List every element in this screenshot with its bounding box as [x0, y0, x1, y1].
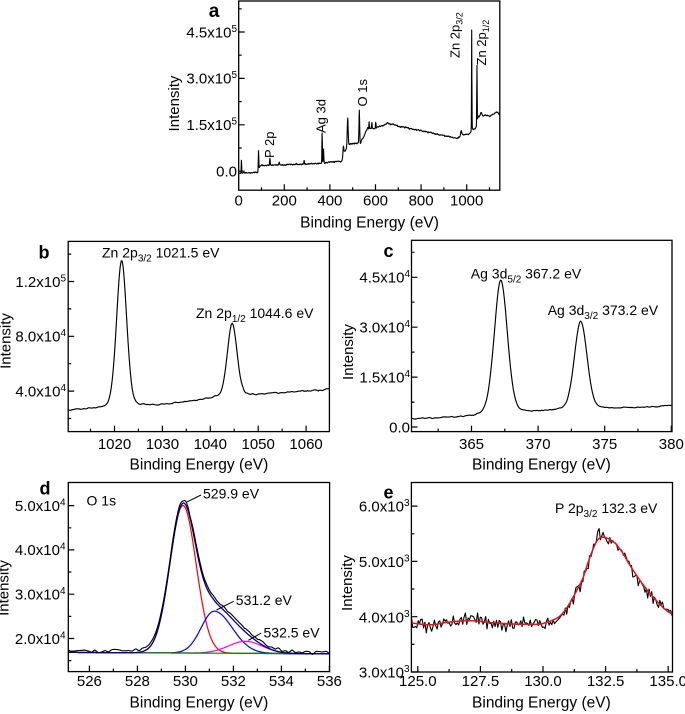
svg-text:1050: 1050 — [242, 436, 275, 453]
svg-text:1060: 1060 — [289, 436, 322, 453]
svg-text:1000: 1000 — [450, 192, 483, 209]
svg-text:e: e — [383, 482, 393, 502]
svg-text:4.0x103: 4.0x103 — [359, 609, 410, 627]
svg-text:6.0x103: 6.0x103 — [359, 498, 410, 516]
svg-text:d: d — [40, 478, 51, 498]
svg-text:Intensity: Intensity — [0, 313, 15, 369]
svg-text:130.0: 130.0 — [524, 673, 562, 690]
svg-text:5.0x103: 5.0x103 — [359, 554, 410, 572]
svg-text:4.0x104: 4.0x104 — [15, 542, 66, 560]
svg-text:800: 800 — [409, 192, 434, 209]
svg-text:532.5 eV: 532.5 eV — [264, 624, 321, 640]
svg-text:400: 400 — [317, 192, 342, 209]
svg-text:0: 0 — [235, 192, 243, 209]
svg-text:P 2p: P 2p — [262, 131, 277, 158]
svg-text:Binding Energy (eV): Binding Energy (eV) — [130, 456, 269, 473]
svg-text:536: 536 — [317, 673, 342, 690]
svg-text:530: 530 — [173, 673, 198, 690]
svg-text:O 1s: O 1s — [355, 79, 370, 107]
svg-text:Intensity: Intensity — [340, 324, 357, 380]
svg-text:370: 370 — [526, 436, 551, 453]
svg-text:3.0x104: 3.0x104 — [15, 586, 66, 604]
svg-text:4.5x104: 4.5x104 — [359, 269, 410, 287]
svg-text:0.0: 0.0 — [216, 164, 237, 181]
svg-text:0.0: 0.0 — [389, 419, 410, 436]
svg-text:531.2 eV: 531.2 eV — [236, 592, 293, 608]
svg-text:4.0x104: 4.0x104 — [15, 383, 66, 401]
svg-text:127.5: 127.5 — [462, 673, 500, 690]
svg-text:1040: 1040 — [194, 436, 227, 453]
svg-text:Binding Energy (eV): Binding Energy (eV) — [472, 456, 611, 473]
svg-text:375: 375 — [592, 436, 617, 453]
svg-text:Zn 2p1/2 1044.6 eV: Zn 2p1/2 1044.6 eV — [196, 305, 314, 325]
svg-text:529.9 eV: 529.9 eV — [203, 485, 260, 501]
svg-text:526: 526 — [77, 673, 102, 690]
svg-text:Ag 3d3/2 373.2 eV: Ag 3d3/2 373.2 eV — [548, 302, 659, 322]
svg-text:1.2x105: 1.2x105 — [15, 273, 66, 291]
svg-text:3.0x104: 3.0x104 — [359, 319, 410, 337]
svg-text:Binding Energy (eV): Binding Energy (eV) — [300, 214, 439, 231]
svg-text:8.0x104: 8.0x104 — [15, 328, 66, 346]
svg-text:4.5x105: 4.5x105 — [186, 24, 237, 42]
svg-text:200: 200 — [272, 192, 297, 209]
svg-text:b: b — [39, 242, 50, 262]
svg-text:c: c — [383, 241, 393, 261]
svg-text:Binding Energy (eV): Binding Energy (eV) — [472, 694, 611, 711]
svg-text:Zn 2p3/2 1021.5 eV: Zn 2p3/2 1021.5 eV — [102, 244, 220, 264]
svg-text:P 2p3/2 132.3 eV: P 2p3/2 132.3 eV — [555, 500, 658, 520]
svg-text:125.0: 125.0 — [399, 673, 437, 690]
svg-text:3.0x103: 3.0x103 — [359, 664, 410, 682]
svg-text:5.0x104: 5.0x104 — [15, 497, 66, 515]
svg-text:380: 380 — [659, 436, 684, 453]
svg-text:1.5x105: 1.5x105 — [186, 117, 237, 135]
svg-text:1030: 1030 — [146, 436, 179, 453]
svg-text:534: 534 — [269, 673, 294, 690]
svg-text:365: 365 — [459, 436, 484, 453]
svg-text:132.5: 132.5 — [587, 673, 625, 690]
svg-text:1.5x104: 1.5x104 — [359, 369, 410, 387]
svg-text:Ag 3d5/2 367.2 eV: Ag 3d5/2 367.2 eV — [471, 265, 582, 285]
svg-text:Intensity: Intensity — [166, 75, 183, 131]
svg-text:Ag 3d: Ag 3d — [314, 99, 329, 133]
svg-text:a: a — [209, 1, 220, 22]
svg-text:Intensity: Intensity — [339, 555, 356, 611]
svg-text:2.0x104: 2.0x104 — [15, 630, 66, 648]
svg-text:532: 532 — [221, 673, 246, 690]
svg-text:600: 600 — [363, 192, 388, 209]
svg-text:3.0x105: 3.0x105 — [186, 70, 237, 88]
svg-text:Intensity: Intensity — [0, 560, 12, 616]
svg-text:Binding Energy (eV): Binding Energy (eV) — [130, 694, 269, 711]
svg-text:528: 528 — [125, 673, 150, 690]
svg-text:1020: 1020 — [98, 436, 131, 453]
svg-text:135.0: 135.0 — [649, 673, 685, 690]
svg-text:O 1s: O 1s — [87, 493, 117, 509]
